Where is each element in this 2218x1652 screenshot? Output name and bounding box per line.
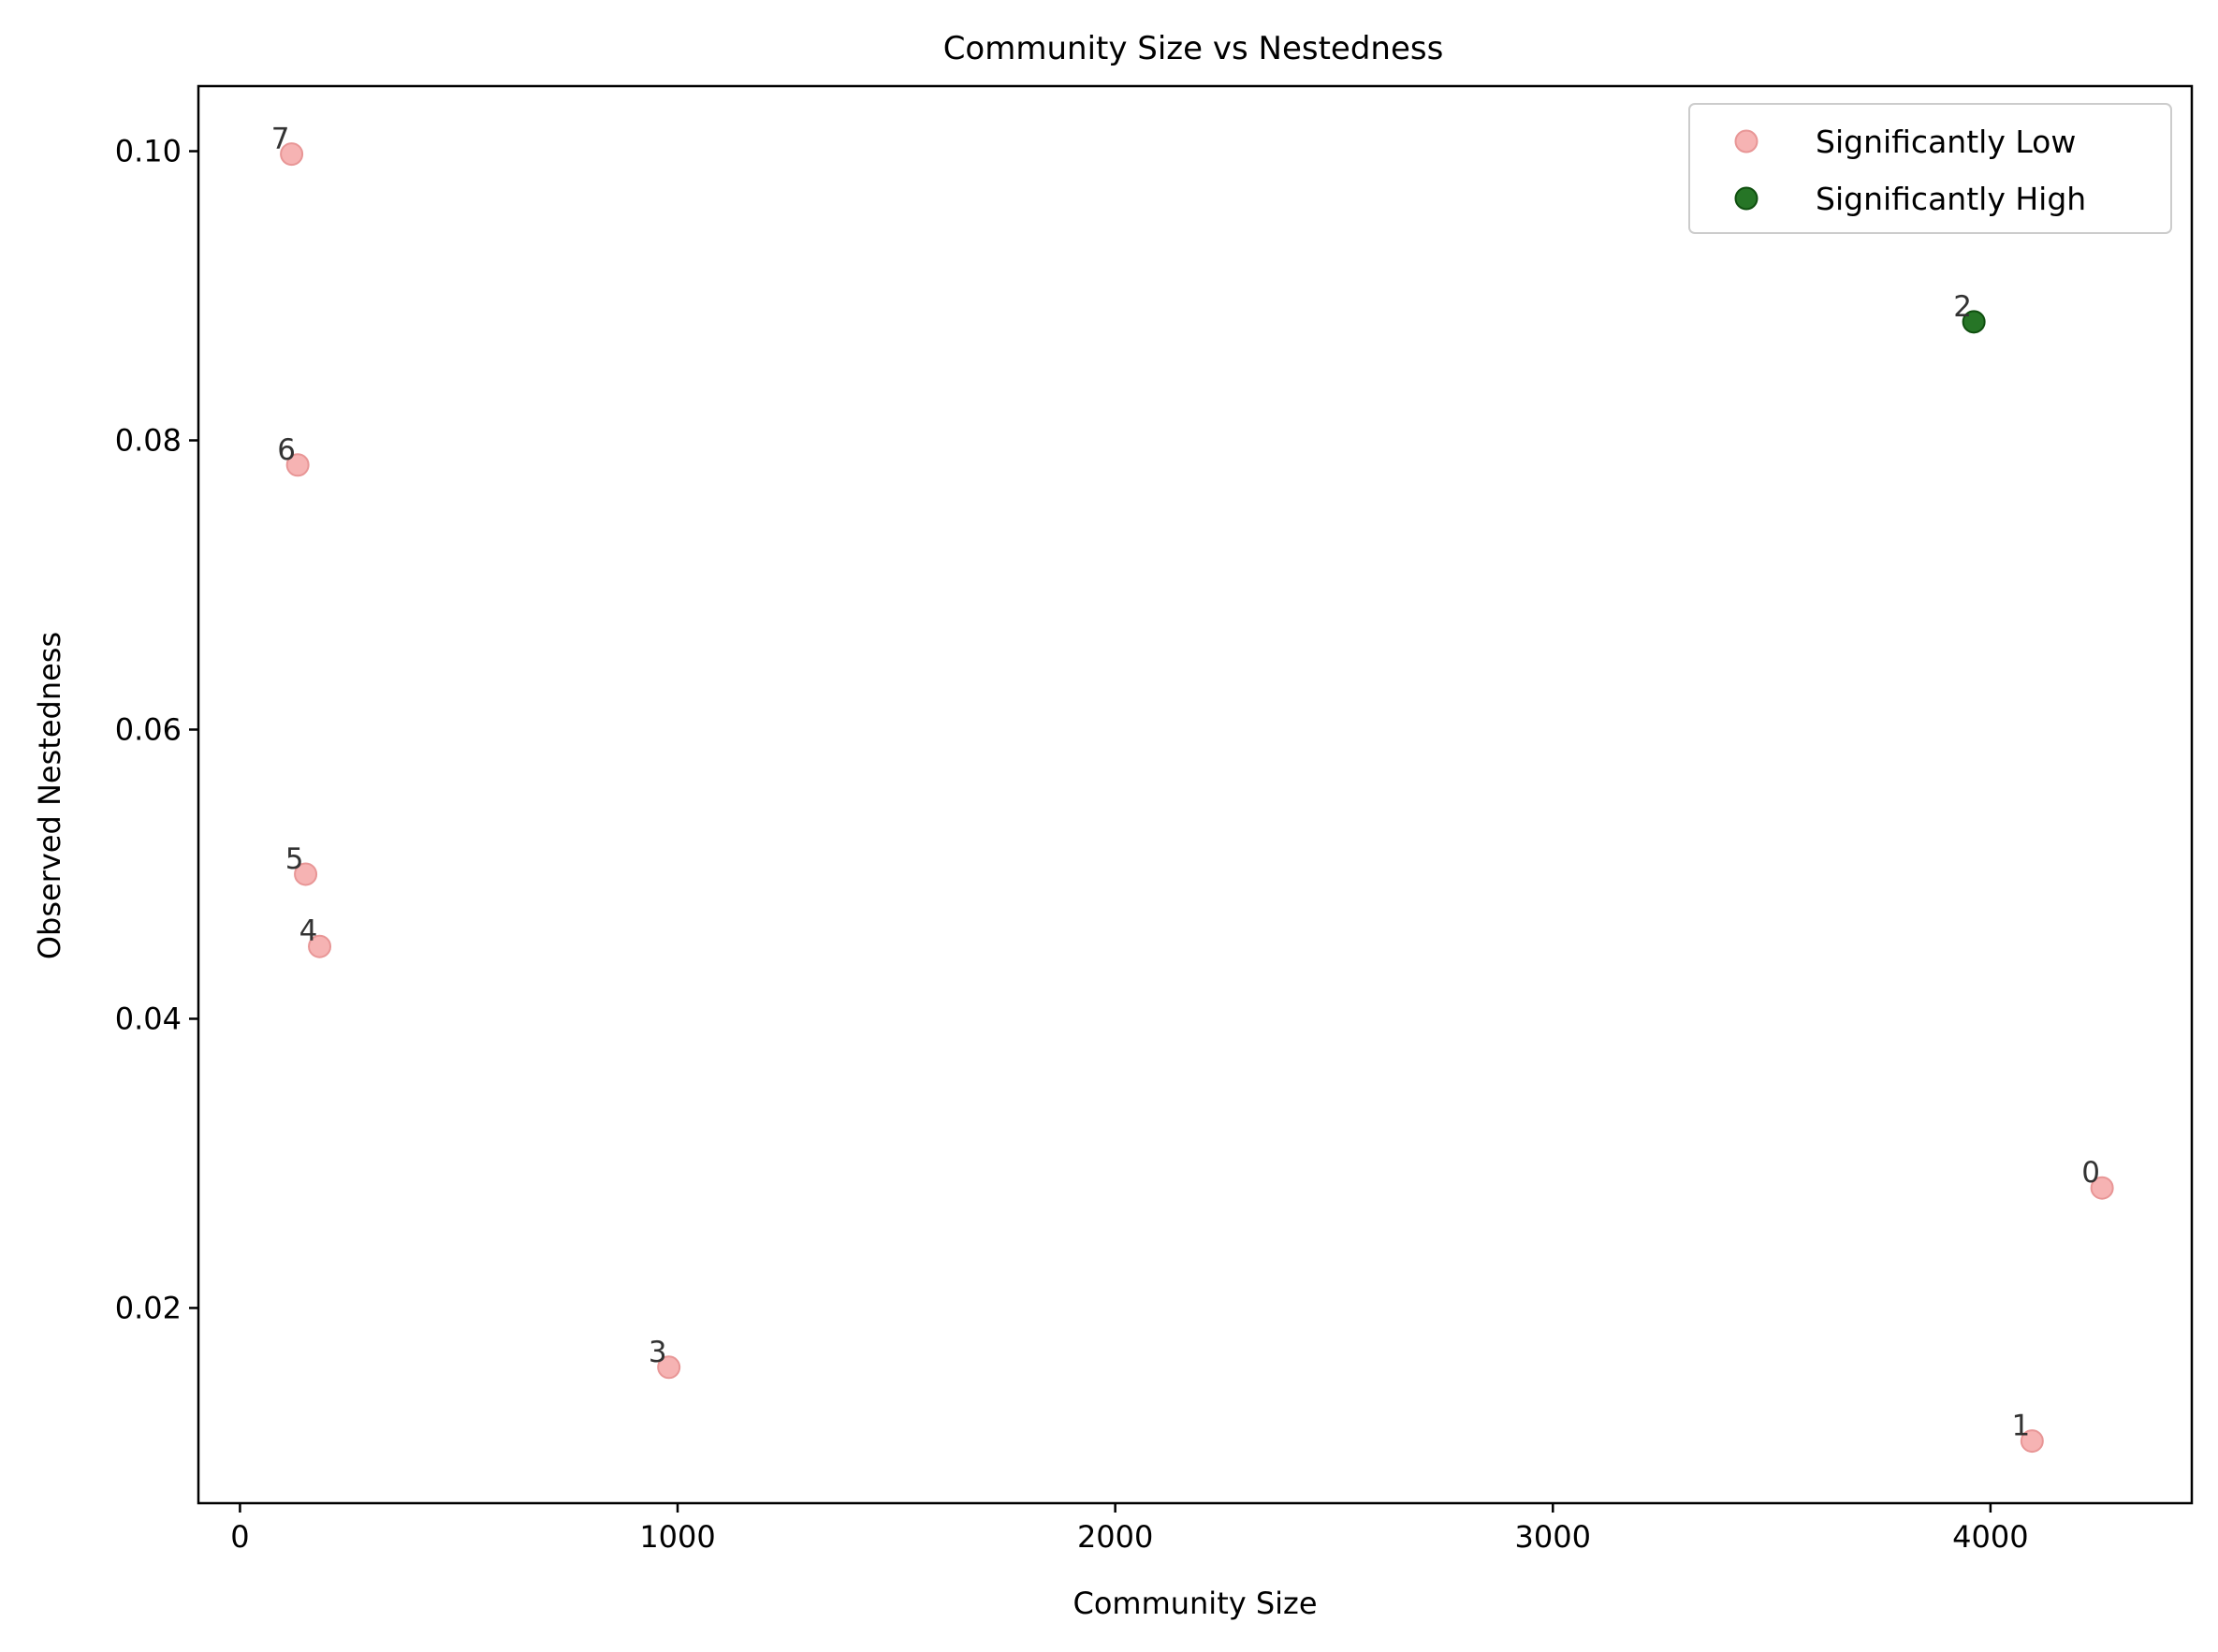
point-label: 3: [649, 1336, 667, 1369]
scatter-point: [657, 1355, 681, 1380]
x-axis-label: Community Size: [1073, 1586, 1317, 1621]
legend-box: [1688, 103, 2172, 234]
data-points: [280, 142, 2114, 1454]
point-label: 0: [2081, 1156, 2100, 1190]
y-tick-label: 0.10: [115, 134, 182, 169]
scatter-point: [294, 862, 318, 886]
y-axis-ticks: 0.02 0.04 0.06 0.08 0.10: [115, 134, 198, 1325]
scatter-point: [308, 934, 332, 958]
point-label: 7: [271, 123, 290, 156]
legend-label: Significantly Low: [1816, 124, 2076, 160]
scatter-point: [2090, 1176, 2114, 1200]
point-label: 5: [285, 842, 304, 876]
scatter-point: [1962, 310, 1986, 334]
x-tick-label: 1000: [639, 1519, 715, 1555]
legend-label: Significantly High: [1816, 181, 2086, 217]
point-label: 6: [277, 433, 296, 467]
point-label: 1: [2011, 1410, 2030, 1443]
x-tick-label: 2000: [1077, 1519, 1153, 1555]
y-axis-label: Observed Nestedness: [32, 632, 67, 959]
x-tick-label: 3000: [1515, 1519, 1591, 1555]
legend-marker: [1734, 129, 1758, 154]
legend: Significantly Low Significantly High: [1688, 103, 2172, 234]
x-tick-label: 4000: [1952, 1519, 2028, 1555]
y-tick-label: 0.04: [115, 1001, 182, 1036]
x-axis-ticks: 0 1000 2000 3000 4000: [230, 1503, 2029, 1555]
scatter-point: [285, 453, 310, 477]
y-tick-label: 0.08: [115, 423, 182, 459]
x-tick-label: 0: [230, 1519, 249, 1555]
legend-marker: [1734, 186, 1758, 211]
point-label: 4: [299, 914, 318, 948]
scatter-point: [280, 142, 304, 167]
plot-area: [197, 84, 2194, 1505]
point-label: 2: [1953, 290, 1972, 324]
y-tick-label: 0.02: [115, 1290, 182, 1325]
y-tick-label: 0.06: [115, 711, 182, 747]
chart-title: Community Size vs Nestedness: [943, 30, 1444, 67]
scatter-point: [2020, 1429, 2044, 1454]
data-point-labels: 0 1 3 4 5 6 7 2: [271, 123, 2100, 1443]
